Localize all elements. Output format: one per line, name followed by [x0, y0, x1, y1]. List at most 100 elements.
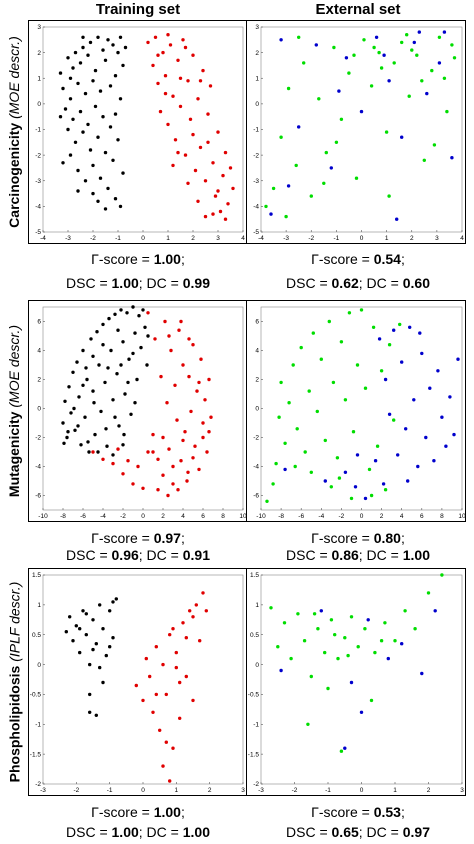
data-point [171, 464, 175, 469]
data-point [201, 421, 205, 425]
data-point [81, 383, 85, 387]
data-point [369, 493, 374, 498]
data-point [302, 639, 307, 643]
data-point [331, 380, 336, 385]
x-tick-label: 10 [239, 513, 247, 520]
data-point [91, 354, 95, 358]
data-point [286, 86, 291, 91]
y-tick-label: 0 [37, 662, 41, 669]
data-point [196, 199, 200, 203]
data-point [372, 45, 376, 50]
data-point [277, 415, 281, 419]
data-point [433, 609, 437, 613]
x-tick-label: 2 [208, 787, 212, 794]
data-point [428, 386, 432, 390]
data-point [189, 409, 193, 414]
data-point [96, 135, 100, 139]
data-point [107, 316, 111, 321]
data-point [417, 30, 421, 34]
x-tick-label: 4 [460, 235, 464, 242]
y-tick-label: -4 [35, 464, 41, 471]
data-point [105, 444, 109, 448]
dc-value: 0.97 [402, 824, 430, 840]
data-point [296, 612, 300, 616]
data-point [78, 61, 83, 65]
data-point [379, 639, 384, 643]
data-point [108, 609, 112, 613]
y-tick-label: -2 [35, 435, 41, 442]
data-point [156, 81, 160, 86]
data-point [61, 86, 65, 91]
data-point [98, 176, 103, 180]
data-point [422, 158, 426, 162]
data-point [201, 68, 205, 73]
data-point [327, 319, 331, 324]
data-point [353, 485, 358, 489]
data-point [126, 380, 130, 385]
data-point [412, 398, 416, 402]
data-point [83, 415, 87, 419]
data-point [72, 406, 76, 411]
data-point [151, 450, 155, 454]
data-point [131, 305, 135, 309]
data-point [195, 389, 199, 393]
y-tick-label: 1 [37, 602, 41, 609]
x-tick-label: 0 [360, 235, 364, 242]
data-point [191, 456, 195, 460]
data-point [176, 488, 180, 492]
y-tick-label: 0.5 [250, 632, 259, 639]
data-point [322, 181, 326, 185]
data-point [113, 197, 118, 201]
data-point [88, 40, 93, 45]
data-point [68, 76, 73, 80]
data-point [206, 140, 210, 144]
data-point [379, 66, 384, 70]
data-point [179, 459, 183, 463]
data-point [344, 56, 349, 60]
x-tick-label: -1 [107, 787, 113, 794]
data-point [384, 130, 389, 134]
data-point [168, 43, 173, 47]
data-point [187, 374, 191, 379]
data-point [73, 140, 78, 144]
data-point [355, 453, 360, 457]
data-point [444, 444, 448, 448]
data-point [161, 662, 165, 667]
y-tick-label: -1 [35, 127, 41, 134]
data-point [286, 184, 291, 188]
data-point [382, 53, 386, 57]
data-point [297, 125, 301, 129]
data-point [337, 89, 341, 93]
score-line-dsc-dc: DSC = 0.96; DC = 0.91 [66, 547, 210, 563]
data-point [58, 71, 63, 75]
data-point [71, 370, 75, 374]
data-point [167, 447, 171, 451]
data-point [106, 366, 110, 370]
data-point [171, 94, 175, 98]
data-point [84, 633, 88, 637]
data-point [418, 331, 422, 335]
dsc-value: 0.62 [331, 275, 359, 291]
y-tick-label: -1.5 [30, 751, 42, 758]
data-point [199, 357, 203, 361]
data-point [115, 372, 119, 376]
plot-carcinogenicity-external: -4 -3 -2 -1 0 1 2 3 4 -5 -4 -3 -2 -1 0 1 2 3 [246, 20, 466, 244]
data-point [145, 363, 149, 367]
data-point [168, 779, 172, 783]
data-point [119, 363, 123, 367]
data-point [317, 97, 321, 101]
data-point [279, 38, 283, 42]
data-point [442, 30, 447, 34]
x-tick-label: -8 [60, 513, 66, 520]
data-point [88, 692, 92, 697]
data-point [198, 79, 203, 83]
data-point [101, 115, 105, 119]
data-point [178, 716, 182, 720]
data-point [354, 176, 359, 180]
data-point [98, 665, 102, 670]
y-tick-label: 4 [255, 348, 259, 355]
x-tick-label: 8 [440, 513, 444, 520]
x-tick-label: -1 [325, 787, 331, 794]
x-tick-label: -3 [283, 235, 289, 242]
dsc-value: 0.65 [331, 824, 359, 840]
